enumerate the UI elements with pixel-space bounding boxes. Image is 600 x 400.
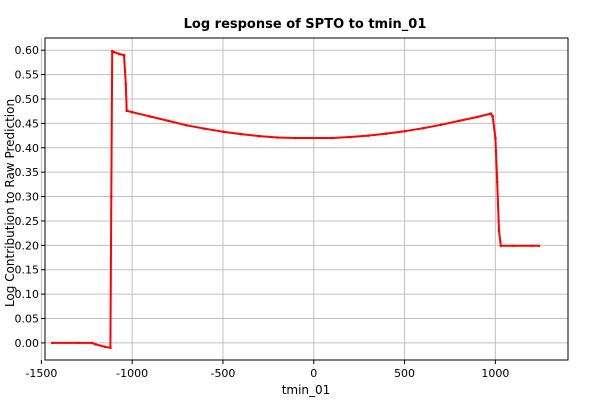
y-tick-label: 0.60 [15,44,40,57]
data-point [221,130,225,133]
data-point [258,134,261,138]
y-axis-ticks: 0.00 0.05 0.10 0.15 0.20 0.25 0.30 0.35 0.40 0.45… [15,44,45,350]
series-layer [51,49,541,350]
data-point [421,127,425,130]
data-point [239,132,243,136]
data-point [475,115,479,119]
series-line [52,50,539,349]
y-tick-label: 0.30 [15,191,40,204]
y-tick-label: 0.00 [15,337,40,350]
data-point [167,119,170,123]
data-point [489,112,493,115]
y-tick-label: 0.45 [15,117,40,130]
chart-title: Log response of SPTO to tmin_01 [184,17,427,32]
data-point [109,346,112,350]
y-tick-label: 0.05 [15,313,40,326]
y-tick-label: 0.50 [15,93,40,106]
x-axis-ticks: -1500 -1000 -500 0 500 1000 [25,360,509,380]
x-tick-label: 0 [310,367,317,380]
data-point [457,119,461,123]
y-tick-label: 0.25 [15,215,40,228]
data-point [537,244,541,248]
data-point [185,124,188,127]
data-point [110,195,113,198]
data-point [90,341,94,345]
x-tick-label: -1000 [116,367,148,380]
data-point [94,343,98,346]
data-point [439,123,443,127]
x-tick-label: -500 [210,367,235,380]
y-tick-label: 0.40 [15,142,40,155]
x-tick-label: 1000 [481,367,509,380]
data-point [330,136,334,140]
data-point [51,341,54,345]
y-tick-label: 0.15 [15,264,40,277]
x-tick-label: 500 [394,367,415,380]
x-tick-label: -1500 [25,367,57,380]
data-point [385,132,388,135]
y-tick-label: 0.35 [15,166,40,179]
data-point [125,109,128,112]
data-point [348,135,352,139]
data-point [499,244,503,248]
data-point [112,50,116,54]
data-point [130,110,134,114]
data-point [76,341,79,345]
data-point [530,244,533,248]
data-point [149,115,152,118]
y-tick-label: 0.20 [15,239,40,252]
data-point [366,134,370,137]
gridlines [40,38,568,360]
data-point [124,83,128,86]
plot-area-frame [44,37,569,361]
data-point [312,136,316,140]
x-axis-title: tmin_01 [282,383,331,397]
data-point [512,244,515,248]
data-point [122,53,126,57]
data-point [203,127,207,130]
data-point [403,129,406,133]
data-point [118,52,121,56]
data-point [276,136,279,139]
y-axis-title: Log Contribution to Raw Prediction [3,99,17,307]
data-point [491,114,494,118]
data-point [103,345,107,349]
data-point [495,180,499,184]
data-point [494,136,497,140]
data-point [497,229,501,232]
data-point [294,136,297,140]
y-tick-label: 0.10 [15,288,40,301]
y-tick-label: 0.55 [15,69,40,82]
